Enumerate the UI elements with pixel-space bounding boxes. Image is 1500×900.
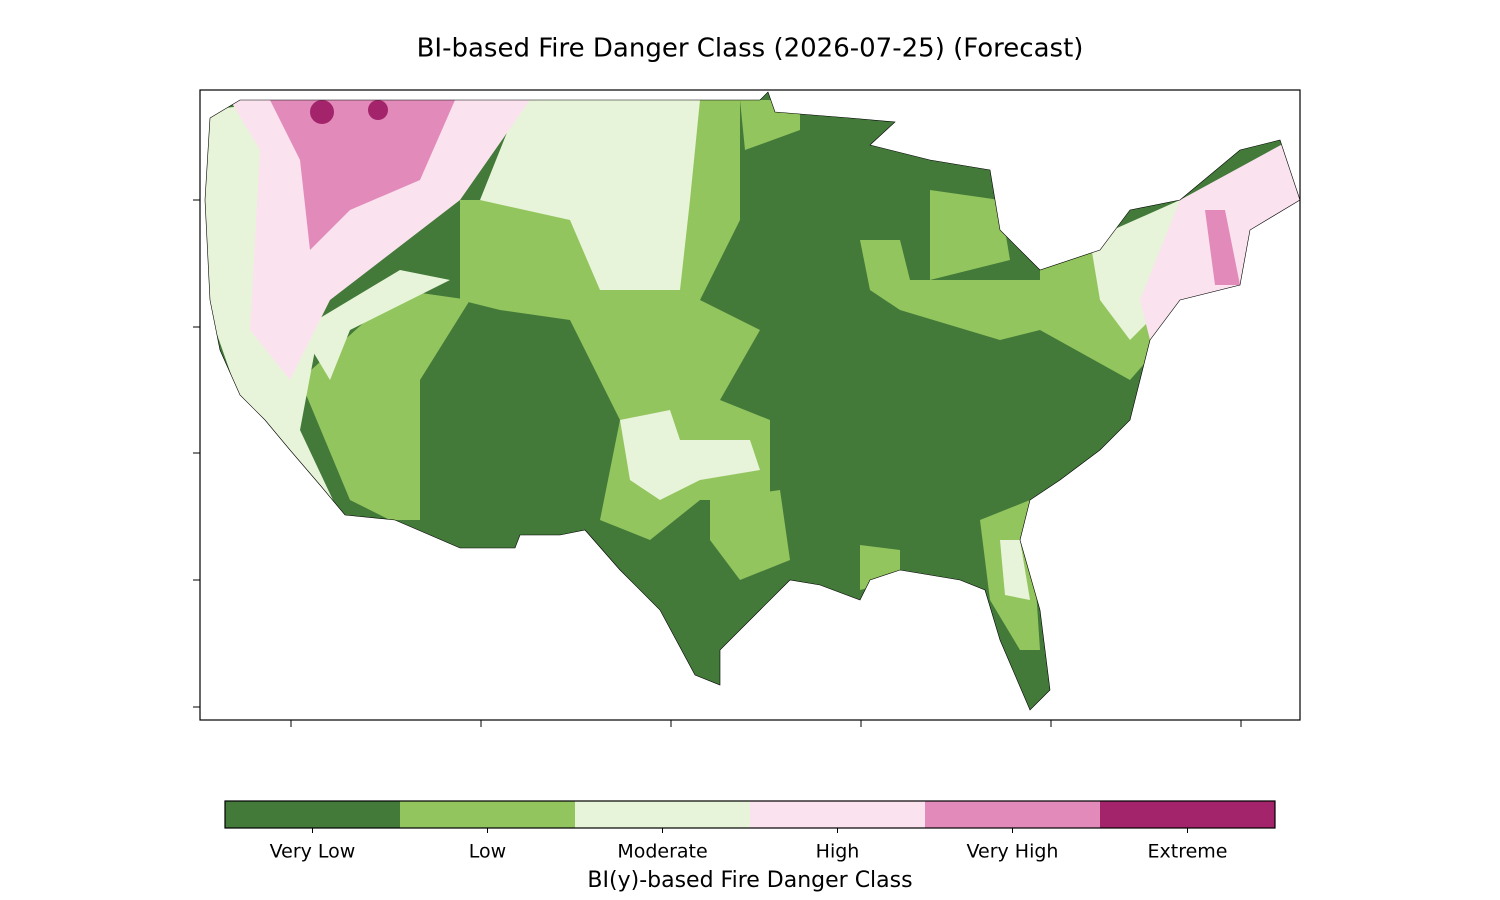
region xyxy=(620,410,760,500)
colorbar-tick-label: Low xyxy=(469,841,506,863)
region xyxy=(710,490,790,580)
region xyxy=(860,545,900,590)
region xyxy=(480,100,700,290)
colorbar-tick-label: Moderate xyxy=(617,841,707,863)
map-frame xyxy=(199,89,1301,721)
colorbar-tick-label: Very High xyxy=(967,841,1059,863)
colorbar-tick-label: Extreme xyxy=(1148,841,1228,863)
colorbar: Very Low Low Moderate High Very High Extreme xyxy=(224,800,1276,863)
colorbar-tick-label: Very Low xyxy=(270,841,356,863)
region xyxy=(310,100,334,124)
region xyxy=(930,190,1010,280)
colorbar-label: BI(y)-based Fire Danger Class xyxy=(587,868,912,893)
axis-ticks xyxy=(193,199,1242,727)
colorbar-frame xyxy=(224,800,1276,829)
region xyxy=(1205,210,1240,285)
colorbar-segment xyxy=(575,801,750,828)
region xyxy=(300,270,450,380)
region xyxy=(1000,540,1030,600)
title: BI-based Fire Danger Class (2026-07-25) … xyxy=(417,34,1084,64)
region xyxy=(270,100,455,250)
colorbar-tick-label: High xyxy=(816,841,860,863)
colorbar-segment xyxy=(225,801,400,828)
region xyxy=(368,100,388,120)
colorbar-segment xyxy=(925,801,1100,828)
region xyxy=(860,240,1040,340)
map xyxy=(205,92,1300,710)
colorbar-segment xyxy=(400,801,575,828)
colorbar-segment xyxy=(1100,801,1275,828)
colorbar-segment xyxy=(750,801,925,828)
